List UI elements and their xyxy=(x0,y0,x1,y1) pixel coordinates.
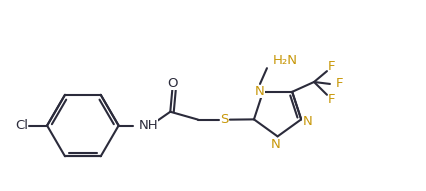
Text: NH: NH xyxy=(138,119,158,132)
Text: H₂N: H₂N xyxy=(272,54,297,67)
Text: O: O xyxy=(167,77,177,90)
Text: S: S xyxy=(219,113,227,126)
Text: F: F xyxy=(335,77,343,91)
Text: N: N xyxy=(302,115,311,128)
Text: Cl: Cl xyxy=(15,119,28,132)
Text: F: F xyxy=(328,93,335,106)
Text: F: F xyxy=(328,60,335,73)
Text: N: N xyxy=(254,85,264,98)
Text: N: N xyxy=(270,138,280,151)
